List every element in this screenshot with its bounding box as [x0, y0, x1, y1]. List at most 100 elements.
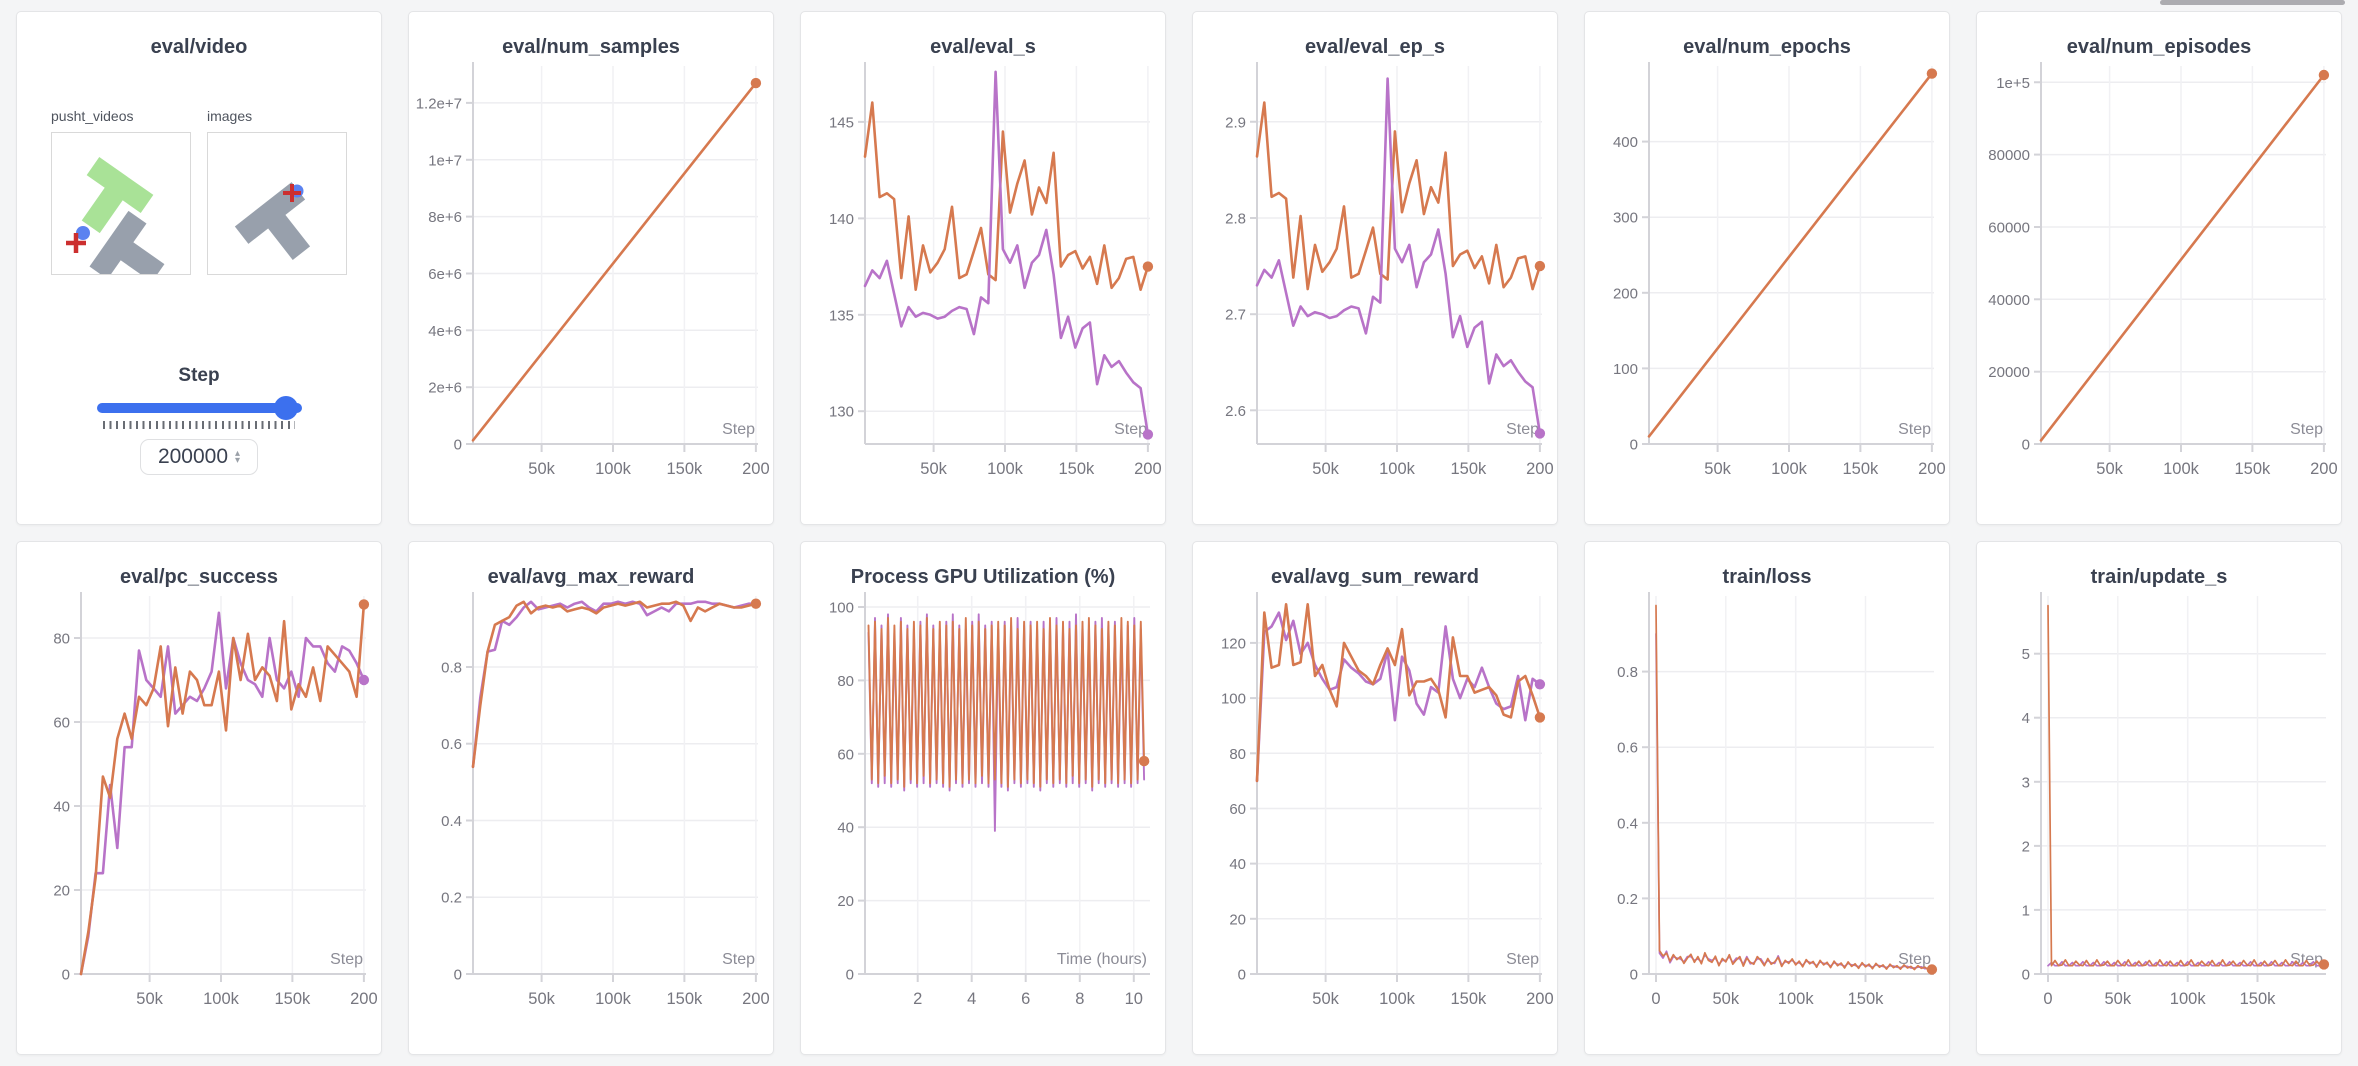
svg-text:20: 20 [837, 893, 854, 910]
video-thumbnail-pusht[interactable] [51, 132, 191, 283]
chart-title: eval/eval_s [930, 36, 1036, 58]
chart-panel-avg-max-reward[interactable]: eval/avg_max_reward 0 0.2 0.4 0.6 0.8 50k 100k… [408, 541, 774, 1055]
svg-text:0.6: 0.6 [441, 736, 462, 753]
horizontal-scrollbar-thumb[interactable] [2160, 0, 2345, 5]
chart-panel-num-episodes[interactable]: eval/num_episodes 0 20000 40000 60000 80000 1… [1976, 11, 2342, 525]
svg-text:80: 80 [837, 673, 854, 690]
image-thumbnail[interactable] [207, 132, 347, 275]
svg-text:100: 100 [1613, 361, 1638, 378]
svg-text:50k: 50k [136, 990, 163, 1008]
step-slider-label: Step [178, 365, 220, 386]
svg-text:150k: 150k [1848, 990, 1885, 1008]
svg-text:200: 200 [742, 460, 770, 478]
media-group-label: pusht_videos [51, 108, 134, 124]
target-cross-icon [283, 184, 301, 202]
line-chart: 0 2e+6 4e+6 6e+6 8e+6 1e+7 1.2e+7 50k 100k 150k 20… [416, 62, 770, 478]
chart-title: train/update_s [2090, 566, 2228, 588]
media-panel-eval-video[interactable]: eval/video pusht_videos images [16, 11, 382, 525]
chart-title: eval/pc_success [120, 566, 278, 588]
pusht-env-render-icon [66, 157, 165, 283]
chart-panel-eval-s[interactable]: eval/eval_s 130 135 140 145 50k 100k 150k 200 St… [800, 11, 1166, 525]
svg-text:6: 6 [1021, 990, 1030, 1008]
line-chart: 0 20000 40000 60000 80000 1e+5 50k 100k 150k 200 S… [1988, 62, 2338, 478]
svg-text:1: 1 [2022, 902, 2030, 919]
step-slider[interactable] [96, 396, 302, 420]
svg-text:4: 4 [2022, 710, 2030, 727]
chart-title: eval/num_samples [502, 36, 680, 58]
svg-text:Step: Step [722, 421, 755, 438]
svg-text:0.8: 0.8 [1617, 664, 1638, 681]
svg-text:0: 0 [454, 967, 462, 984]
panel-title: eval/video [150, 36, 248, 58]
svg-text:2: 2 [2022, 838, 2030, 855]
svg-text:Step: Step [1506, 421, 1539, 438]
stepper-up-icon[interactable]: ▴ [235, 447, 241, 459]
svg-text:2.9: 2.9 [1225, 114, 1246, 131]
pusht-image-render-icon [234, 182, 311, 260]
svg-text:0: 0 [2043, 990, 2052, 1008]
svg-text:20: 20 [53, 883, 70, 900]
svg-text:50k: 50k [528, 460, 555, 478]
chart-panel-num-samples[interactable]: eval/num_samples 0 2e+6 4e+6 6e+6 8e+6 1e+7 1.… [408, 11, 774, 525]
chart-title: Process GPU Utilization (%) [850, 566, 1116, 588]
svg-text:100k: 100k [203, 990, 240, 1008]
svg-text:150k: 150k [1843, 460, 1880, 478]
chart-title: eval/num_episodes [2066, 36, 2252, 58]
svg-text:1.2e+7: 1.2e+7 [416, 95, 462, 112]
slider-track[interactable] [96, 403, 302, 413]
chart-panel-avg-sum-reward[interactable]: eval/avg_sum_reward 0 20 40 60 80 100 120 50k 10… [1192, 541, 1558, 1055]
svg-text:8e+6: 8e+6 [428, 209, 462, 226]
svg-text:50k: 50k [1312, 990, 1339, 1008]
line-chart: 0 0.2 0.4 0.6 0.8 0 50k 100k 150k Step [1617, 592, 1938, 1008]
svg-text:0.4: 0.4 [1617, 815, 1638, 832]
svg-text:0.2: 0.2 [441, 890, 462, 907]
svg-text:2.7: 2.7 [1225, 307, 1246, 324]
svg-text:100k: 100k [1379, 990, 1416, 1008]
chart-panel-train-loss[interactable]: train/loss 0 0.2 0.4 0.6 0.8 0 50k 100k 150k Step [1584, 541, 1950, 1055]
stepper-down-icon[interactable]: ▾ [235, 455, 241, 466]
svg-text:2.8: 2.8 [1225, 211, 1246, 228]
svg-text:100k: 100k [595, 460, 632, 478]
svg-text:0.8: 0.8 [441, 660, 462, 677]
svg-text:200: 200 [1613, 285, 1638, 302]
svg-text:145: 145 [829, 114, 854, 131]
slider-handle[interactable] [273, 396, 298, 420]
agent-dot-icon [76, 226, 90, 240]
chart-panel-pc-success[interactable]: eval/pc_success 0 20 40 60 80 50k 100k 150k 200 S… [16, 541, 382, 1055]
svg-text:100k: 100k [1778, 990, 1815, 1008]
svg-text:100k: 100k [2170, 990, 2207, 1008]
svg-text:0: 0 [62, 967, 70, 984]
svg-text:80: 80 [1229, 746, 1246, 763]
svg-text:0: 0 [2022, 437, 2030, 454]
svg-text:130: 130 [829, 404, 854, 421]
chart-panel-gpu-utilization[interactable]: Process GPU Utilization (%) 0 20 40 60 80 100… [800, 541, 1166, 1055]
chart-panel-eval-ep-s[interactable]: eval/eval_ep_s 2.6 2.7 2.8 2.9 50k 100k 150k 20… [1192, 11, 1558, 525]
svg-text:0: 0 [454, 437, 462, 454]
svg-text:Step: Step [1506, 951, 1539, 968]
svg-text:40: 40 [837, 820, 854, 837]
chart-title: train/loss [1722, 566, 1812, 588]
svg-text:3: 3 [2022, 774, 2030, 791]
svg-text:6e+6: 6e+6 [428, 266, 462, 283]
chart-panel-train-update-s[interactable]: train/update_s 0 1 2 3 4 5 0 50k 100k 150k Step [1976, 541, 2342, 1055]
svg-text:40000: 40000 [1988, 292, 2030, 309]
step-input-value[interactable]: 200000 [157, 445, 229, 468]
svg-text:60: 60 [1229, 801, 1246, 818]
line-chart: 0 100 200 300 400 50k 100k 150k 200 Step [1613, 62, 1946, 478]
chart-title: eval/avg_max_reward [487, 566, 695, 588]
svg-text:0: 0 [1651, 990, 1660, 1008]
step-input[interactable]: 200000 ▴ ▾ [140, 439, 258, 475]
svg-text:1e+5: 1e+5 [1996, 75, 2030, 92]
svg-text:Step: Step [1114, 421, 1147, 438]
svg-text:2e+6: 2e+6 [428, 380, 462, 397]
svg-text:150k: 150k [2235, 460, 2272, 478]
svg-text:50k: 50k [528, 990, 555, 1008]
svg-text:60000: 60000 [1988, 220, 2030, 237]
chart-panel-num-epochs[interactable]: eval/num_epochs 0 100 200 300 400 50k 100k 150k… [1584, 11, 1950, 525]
svg-text:Step: Step [722, 951, 755, 968]
svg-text:50k: 50k [2104, 990, 2131, 1008]
svg-text:50k: 50k [2096, 460, 2123, 478]
line-chart: 0 20 40 60 80 50k 100k 150k 200 Step [53, 592, 378, 1008]
line-chart: 0 20 40 60 80 100 120 50k 100k 150k 200 Step [1221, 592, 1554, 1008]
